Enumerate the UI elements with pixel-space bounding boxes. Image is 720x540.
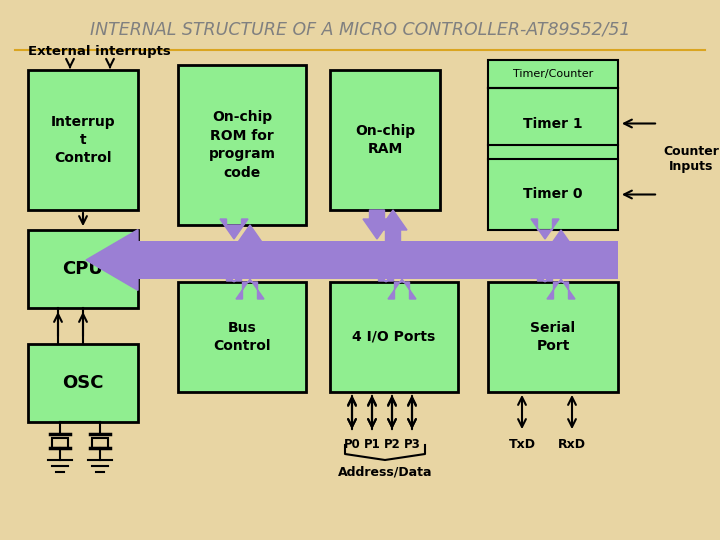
FancyArrow shape xyxy=(547,230,575,250)
FancyArrow shape xyxy=(236,279,264,299)
Text: OSC: OSC xyxy=(62,374,104,392)
Text: External interrupts: External interrupts xyxy=(28,45,171,58)
Text: Timer 0: Timer 0 xyxy=(523,187,582,201)
FancyArrow shape xyxy=(220,219,248,239)
Text: Timer 1: Timer 1 xyxy=(523,117,582,131)
Text: Interrup
t
Control: Interrup t Control xyxy=(50,114,115,165)
Text: Serial
Port: Serial Port xyxy=(531,321,575,353)
Text: CPU: CPU xyxy=(63,260,104,278)
Text: 4 I/O Ports: 4 I/O Ports xyxy=(352,330,436,344)
FancyArrow shape xyxy=(236,225,264,245)
Text: RxD: RxD xyxy=(558,438,586,451)
Text: On-chip
ROM for
program
code: On-chip ROM for program code xyxy=(209,110,276,180)
Text: P3: P3 xyxy=(404,438,420,451)
FancyArrow shape xyxy=(372,262,400,282)
FancyArrow shape xyxy=(388,279,416,299)
FancyArrow shape xyxy=(531,219,559,239)
Bar xyxy=(178,65,306,225)
FancyArrow shape xyxy=(547,279,575,299)
FancyArrow shape xyxy=(363,210,391,239)
Text: P0: P0 xyxy=(343,438,361,451)
Text: TxD: TxD xyxy=(508,438,536,451)
Bar xyxy=(92,438,108,448)
Text: Counter
Inputs: Counter Inputs xyxy=(663,145,719,173)
Text: On-chip
RAM: On-chip RAM xyxy=(355,124,415,156)
Bar xyxy=(28,70,138,210)
Text: P1: P1 xyxy=(364,438,380,451)
FancyArrow shape xyxy=(220,262,248,282)
Bar xyxy=(488,282,618,392)
Bar xyxy=(330,70,440,210)
Text: Address/Data: Address/Data xyxy=(338,465,432,478)
Bar xyxy=(330,282,458,392)
FancyArrow shape xyxy=(531,262,559,282)
Bar xyxy=(138,241,618,279)
Text: INTERNAL STRUCTURE OF A MICRO CONTROLLER-AT89S52/51: INTERNAL STRUCTURE OF A MICRO CONTROLLER… xyxy=(90,21,630,39)
Bar xyxy=(52,438,68,448)
Bar xyxy=(28,230,138,308)
FancyArrow shape xyxy=(86,230,138,291)
Bar xyxy=(28,344,138,422)
Bar xyxy=(178,282,306,392)
FancyArrow shape xyxy=(379,210,407,241)
Text: Timer/Counter: Timer/Counter xyxy=(513,69,593,79)
Bar xyxy=(488,60,618,230)
Text: P2: P2 xyxy=(384,438,400,451)
Text: Bus
Control: Bus Control xyxy=(213,321,271,353)
